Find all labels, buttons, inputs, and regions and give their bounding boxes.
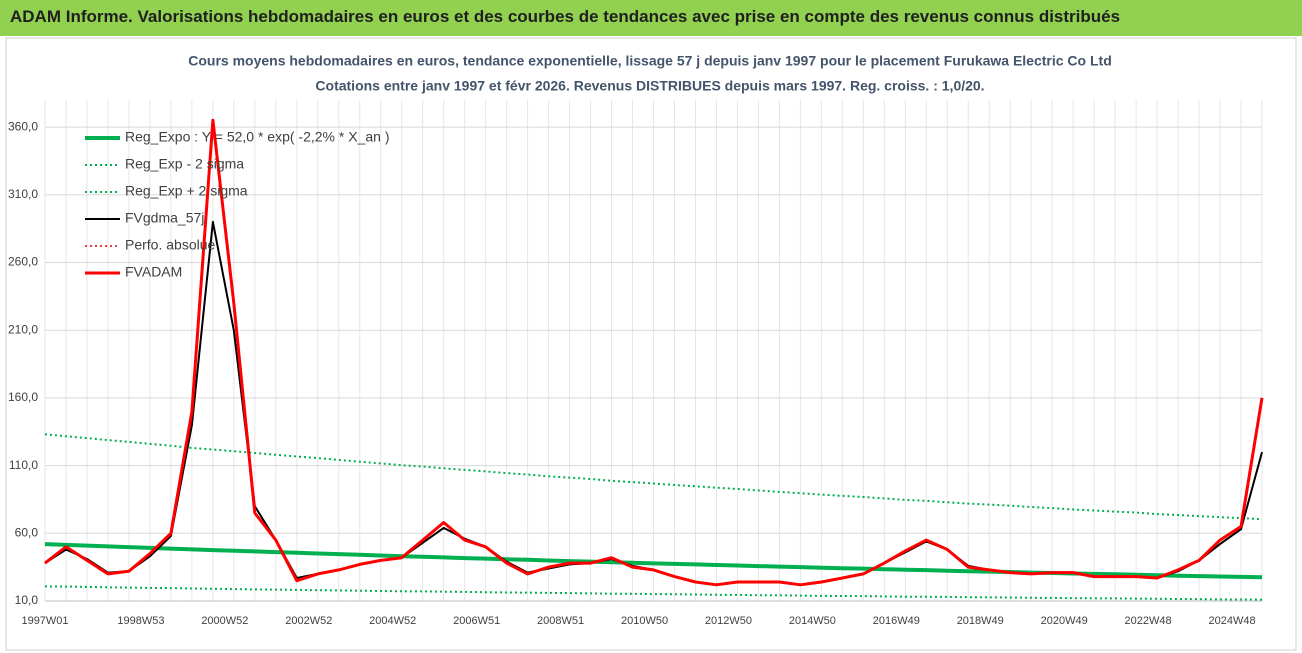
legend-label: Reg_Exp - 2 sigma xyxy=(125,156,244,172)
chart-frame xyxy=(5,37,1297,651)
x-tick-label: 2006W51 xyxy=(453,615,500,627)
y-tick-label: 360,0 xyxy=(8,119,38,133)
x-tick-label: 2024W48 xyxy=(1208,615,1255,627)
y-tick-label: 210,0 xyxy=(8,322,38,336)
x-tick-label: 2022W48 xyxy=(1125,615,1172,627)
subtitle: Cours moyens hebdomadaires en euros, ten… xyxy=(188,53,1112,69)
chart: Cours moyens hebdomadaires en euros, ten… xyxy=(5,37,1297,651)
x-tick-label: 2020W49 xyxy=(1041,615,1088,627)
series-line xyxy=(44,433,1263,521)
x-tick-label: 2008W51 xyxy=(537,615,584,627)
y-tick-label: 310,0 xyxy=(8,187,38,201)
legend-label: FVADAM xyxy=(125,264,182,280)
legend-label: Perfo. absolue xyxy=(125,237,215,253)
y-tick-label: 60,0 xyxy=(15,525,39,539)
x-tick-label: 2018W49 xyxy=(957,615,1004,627)
y-tick-label: 110,0 xyxy=(9,458,38,472)
y-tick-label: 10,0 xyxy=(15,593,39,607)
series-line xyxy=(44,118,1264,587)
page-title: ADAM Informe. Valorisations hebdomadaire… xyxy=(10,7,1121,26)
x-tick-label: 1997W01 xyxy=(21,615,68,627)
legend-label: Reg_Exp + 2 sigma xyxy=(125,183,248,199)
x-tick-label: 2010W50 xyxy=(621,615,668,627)
x-tick-label: 2012W50 xyxy=(705,615,752,627)
x-tick-label: 2002W52 xyxy=(285,615,332,627)
x-tick-label: 2000W52 xyxy=(201,615,248,627)
x-tick-label: 1998W53 xyxy=(117,615,164,627)
banner: ADAM Informe. Valorisations hebdomadaire… xyxy=(0,0,1302,36)
x-tick-label: 2004W52 xyxy=(369,615,416,627)
y-tick-label: 160,0 xyxy=(8,390,38,404)
x-tick-label: 2014W50 xyxy=(789,615,836,627)
legend-label: FVgdma_57j xyxy=(125,210,204,226)
subtitle: Cotations entre janv 1997 et févr 2026. … xyxy=(315,78,984,94)
x-tick-label: 2016W49 xyxy=(873,615,920,627)
legend-label: Reg_Expo : Y = 52,0 * exp( -2,2% * X_an … xyxy=(125,129,389,145)
y-tick-label: 260,0 xyxy=(8,255,38,269)
